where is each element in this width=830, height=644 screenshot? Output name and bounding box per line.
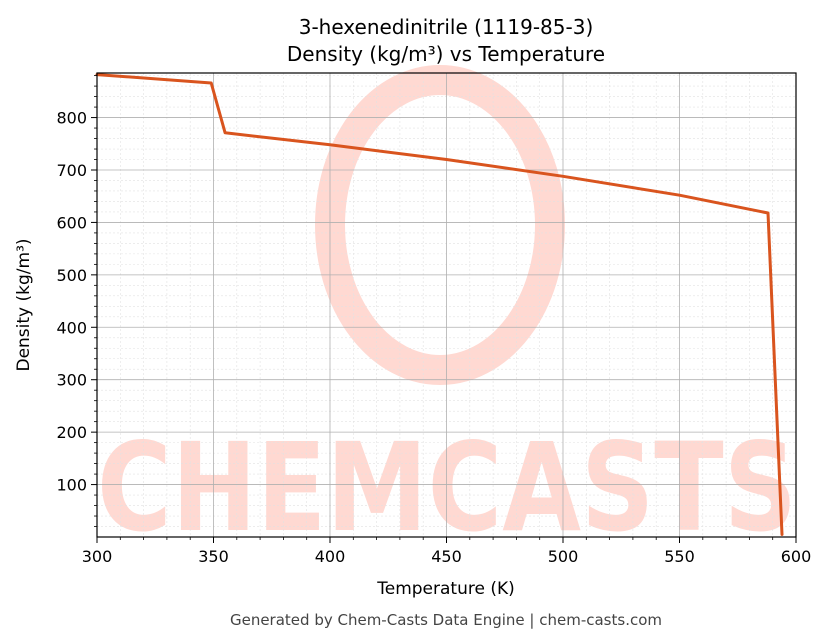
y-tick-labels: 100 200 300 400 500 600 700 800 (56, 109, 87, 495)
x-tick-label: 550 (664, 547, 695, 566)
chart-subtitle: Density (kg/m³) vs Temperature (287, 42, 605, 66)
x-tick-label: 450 (431, 547, 462, 566)
watermark-ring (315, 65, 565, 385)
x-tick-labels: 300 350 400 450 500 550 600 (82, 547, 812, 566)
y-tick-label: 500 (56, 266, 87, 285)
x-axis-label: Temperature (K) (376, 579, 515, 599)
y-tick-label: 400 (56, 318, 87, 337)
x-tick-label: 500 (548, 547, 579, 566)
chemcasts-watermark: CHEMCASTS (97, 65, 797, 559)
y-tick-label: 600 (56, 213, 87, 232)
y-tick-label: 300 (56, 371, 87, 390)
x-tick-label: 400 (315, 547, 346, 566)
axis-ticks (91, 75, 797, 543)
footer-credit: Generated by Chem-Casts Data Engine | ch… (230, 611, 662, 629)
y-tick-label: 200 (56, 423, 87, 442)
y-tick-label: 700 (56, 161, 87, 180)
series-layer (95, 73, 784, 536)
x-tick-label: 600 (781, 547, 812, 566)
density-series-line (95, 73, 784, 536)
chart-title: 3-hexenedinitrile (1119-85-3) (299, 15, 594, 39)
x-tick-label: 350 (198, 547, 229, 566)
y-tick-label: 800 (56, 109, 87, 128)
y-axis-label: Density (kg/m³) (14, 238, 34, 371)
x-tick-label: 300 (82, 547, 113, 566)
y-tick-label: 100 (56, 476, 87, 495)
